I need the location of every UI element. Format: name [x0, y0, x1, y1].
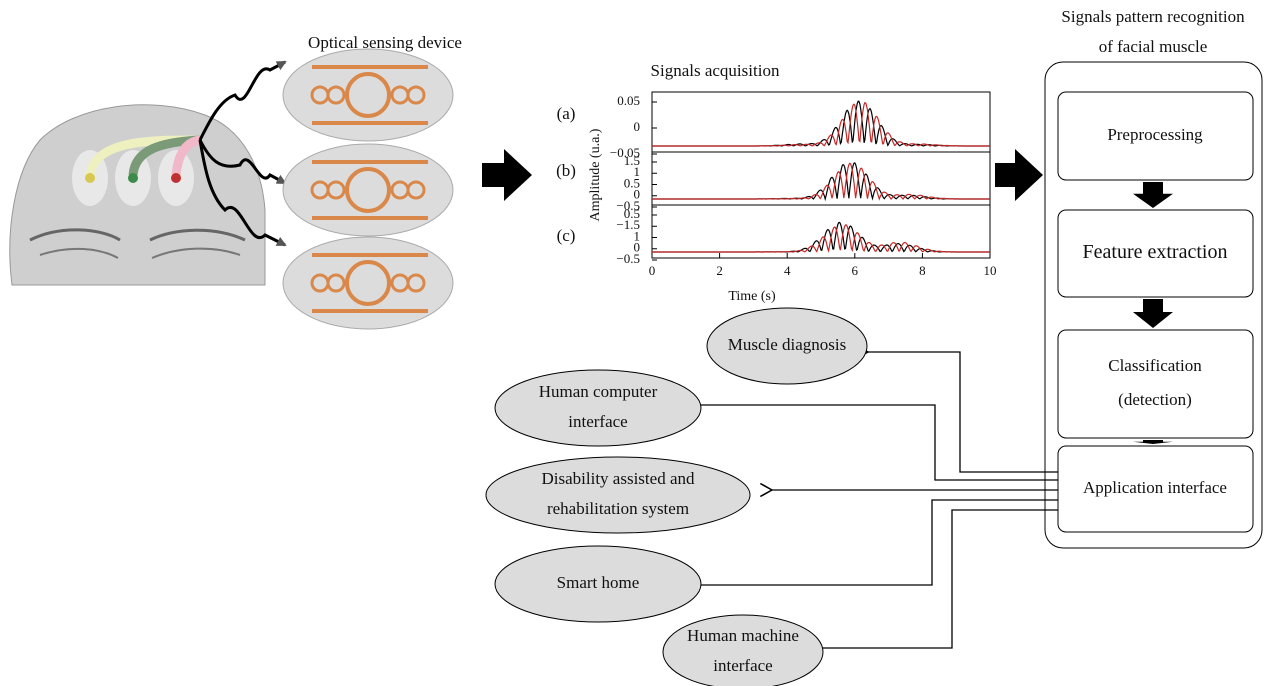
- application-ellipse: [494, 369, 702, 447]
- ring: [406, 85, 426, 105]
- step-box: [1057, 445, 1254, 533]
- big-arrow: [995, 149, 1043, 201]
- step-label: Classification: [1108, 356, 1202, 375]
- y-tick-label: 0.5: [624, 175, 640, 190]
- face-illustration: [9, 60, 287, 286]
- step-box: [1057, 209, 1254, 298]
- connectors: [700, 352, 1058, 648]
- recognition-title: of facial muscle: [1099, 37, 1208, 56]
- acquisition-title: Signals acquisition: [651, 61, 780, 80]
- step-label: Preprocessing: [1107, 125, 1203, 144]
- y-axis-label: Amplitude (u.a.): [588, 128, 603, 221]
- application-label: Muscle diagnosis: [728, 335, 847, 354]
- waveform: [652, 221, 990, 253]
- device-ellipse: [282, 236, 454, 330]
- step-label: (detection): [1118, 390, 1192, 409]
- plot-frame: [651, 91, 991, 259]
- waveform: [652, 224, 990, 253]
- x-tick-label: 4: [784, 263, 791, 278]
- y-tick-label: −0.05: [610, 145, 640, 160]
- application-label: interface: [568, 412, 627, 431]
- recognition-frame: [1044, 61, 1263, 549]
- y-tick-label: −0.5: [616, 198, 640, 213]
- y-tick-label: 0: [634, 240, 641, 255]
- step-label: Application interface: [1083, 478, 1227, 497]
- y-tick-label: 1: [634, 164, 641, 179]
- y-tick-label: 1: [634, 228, 641, 243]
- y-tick-label: −1.5: [616, 217, 640, 232]
- big-arrow: [482, 149, 532, 201]
- device-ellipses: [282, 48, 454, 330]
- ring: [326, 273, 346, 293]
- y-tick-label: 1.5: [624, 153, 640, 168]
- down-arrow: [1133, 440, 1173, 444]
- x-tick-label: 6: [852, 263, 859, 278]
- device-ellipse: [282, 143, 454, 237]
- application-ellipse: [494, 545, 702, 623]
- ring: [345, 167, 391, 213]
- step-label: Feature extraction: [1083, 241, 1228, 263]
- application-label: Human computer: [539, 382, 658, 401]
- step-box: [1057, 91, 1254, 181]
- application-label: Smart home: [557, 573, 640, 592]
- down-arrow: [1133, 182, 1173, 208]
- ring: [406, 180, 426, 200]
- application-label: Human machine: [687, 626, 799, 645]
- panel-label: (c): [557, 226, 576, 245]
- waveform: [652, 101, 990, 147]
- ring: [326, 85, 346, 105]
- application-ellipse: [485, 456, 751, 534]
- waveform: [652, 162, 990, 202]
- device-title: Optical sensing device: [308, 33, 462, 52]
- y-tick-label: 0: [634, 187, 641, 202]
- waveform: [652, 100, 990, 147]
- step-box: [1057, 329, 1254, 439]
- application-ellipse: [662, 614, 824, 686]
- y-tick-label: 0: [634, 119, 641, 134]
- application-ellipse: [706, 307, 868, 385]
- waveform: [652, 162, 990, 201]
- application-label: interface: [713, 656, 772, 675]
- y-tick-label: 0.5: [624, 206, 640, 221]
- recognition-title: Signals pattern recognition: [1061, 7, 1245, 26]
- panel-label: (a): [557, 104, 576, 123]
- y-tick-label: −0.5: [616, 251, 640, 266]
- x-axis-label: Time (s): [728, 289, 776, 304]
- ring: [345, 72, 391, 118]
- ring: [406, 273, 426, 293]
- ring: [326, 180, 346, 200]
- down-arrow: [1133, 299, 1173, 328]
- x-tick-label: 8: [919, 263, 926, 278]
- x-tick-label: 10: [984, 263, 997, 278]
- y-tick-label: 0.05: [617, 93, 640, 108]
- x-tick-label: 2: [716, 263, 723, 278]
- ring: [345, 260, 391, 306]
- x-tick-label: 0: [649, 263, 656, 278]
- device-ellipse: [282, 48, 454, 142]
- application-label: Disability assisted and: [542, 469, 695, 488]
- application-label: rehabilitation system: [547, 499, 689, 518]
- panel-label: (b): [556, 161, 576, 180]
